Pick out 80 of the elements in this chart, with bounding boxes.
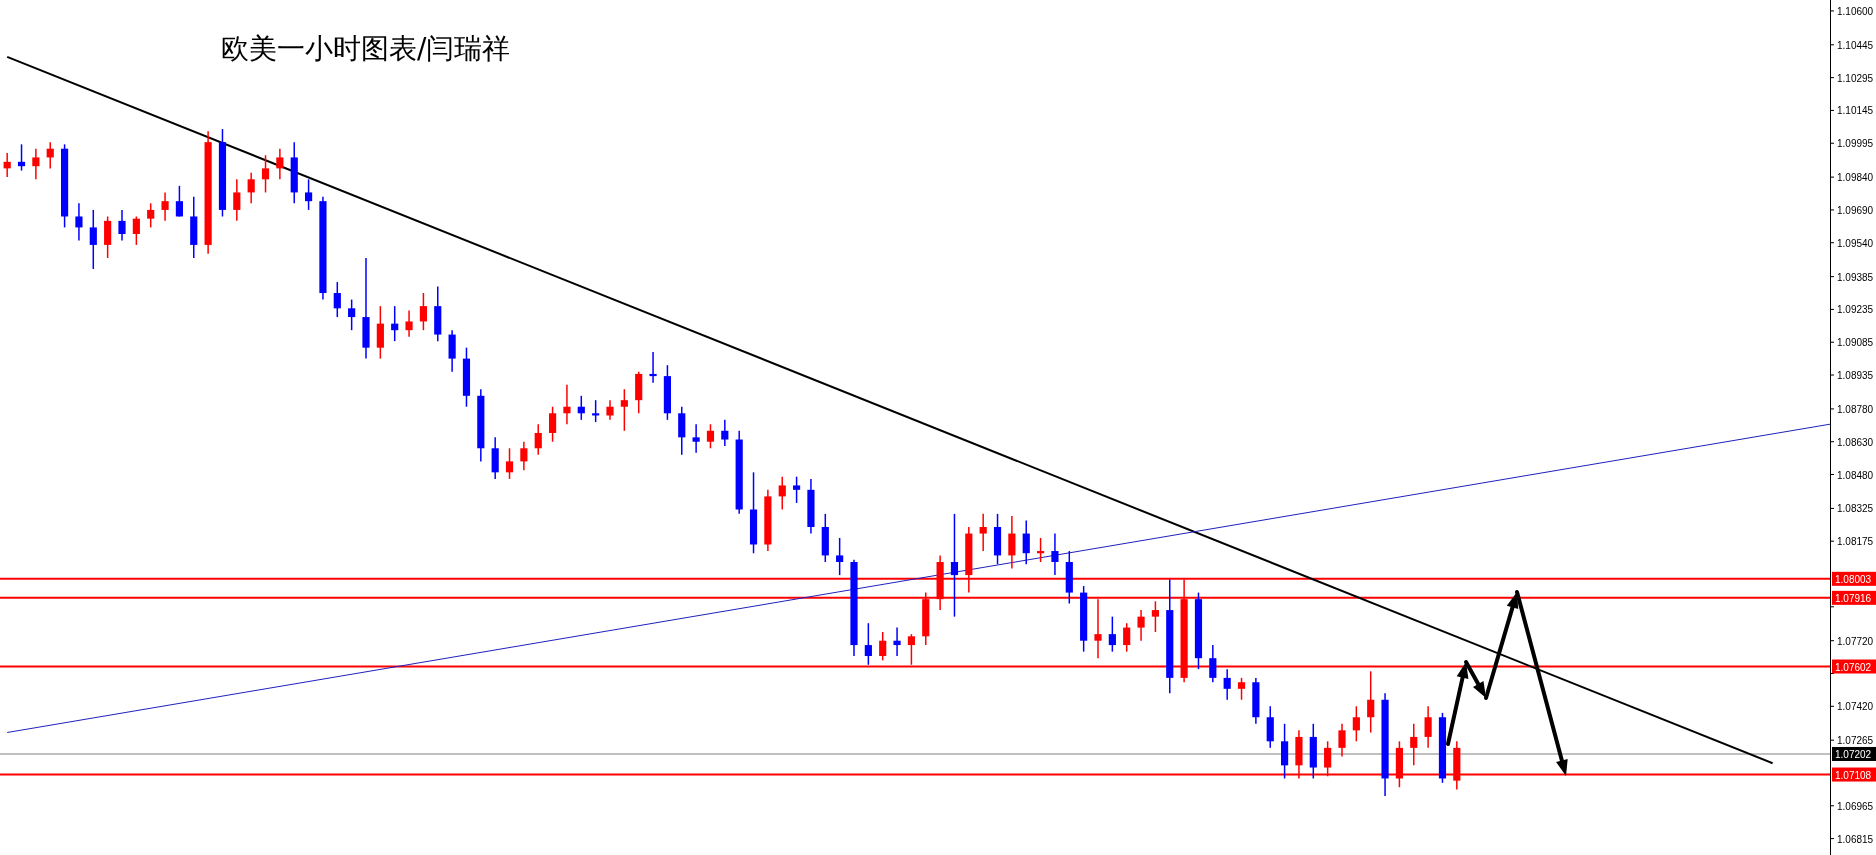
candlestick: [950, 513, 959, 618]
candlestick: [549, 405, 557, 443]
candlestick: [175, 185, 183, 218]
y-tick-label: 1.09995: [1837, 138, 1874, 150]
candlestick: [1209, 644, 1217, 683]
ref-line-label: 1.07202: [1835, 748, 1872, 760]
candlestick: [17, 143, 26, 172]
candlestick: [161, 191, 169, 222]
y-tick-label: 1.07720: [1837, 635, 1874, 647]
candlestick: [247, 172, 255, 205]
candlestick: [75, 202, 83, 242]
y-tick-label: 1.08175: [1837, 536, 1874, 548]
y-tick-label: 1.07265: [1837, 735, 1874, 747]
candlestick: [505, 447, 514, 480]
candlestick: [1352, 705, 1360, 743]
y-tick-label: 1.08780: [1837, 403, 1874, 415]
candlestick: [836, 537, 844, 576]
y-tick-label: 1.08935: [1837, 370, 1874, 382]
candlestick: [534, 423, 542, 456]
candlestick: [132, 215, 140, 246]
ref-line-label: 1.07602: [1835, 661, 1872, 673]
y-tick-label: 1.09690: [1837, 204, 1874, 216]
candlestick: [778, 475, 786, 511]
y-tick-label: 1.10445: [1837, 39, 1874, 51]
candlestick: [261, 154, 270, 194]
y-tick-label: 1.10145: [1837, 105, 1874, 117]
candlestick: [864, 622, 872, 666]
candlestick: [649, 351, 657, 384]
candlestick: [793, 475, 801, 504]
candlestick: [118, 209, 126, 242]
candlestick: [32, 147, 40, 181]
y-tick-label: 1.06965: [1837, 800, 1874, 812]
y-tick-label: 1.07420: [1837, 701, 1874, 713]
candlestick: [233, 178, 241, 222]
y-tick-label: 1.10295: [1837, 72, 1874, 84]
y-tick-label: 1.09540: [1837, 237, 1874, 249]
candlestick: [1137, 609, 1145, 642]
candlestick: [276, 147, 284, 181]
y-tick-label: 1.08480: [1837, 469, 1874, 481]
candlestick: [520, 440, 528, 471]
candlestick: [692, 423, 700, 454]
candlestick: [89, 209, 97, 270]
candlestick: [893, 626, 901, 657]
y-tick-label: 1.10600: [1837, 5, 1874, 17]
candlestick: [1237, 677, 1246, 701]
candlestick: [348, 298, 356, 331]
ref-line-label: 1.07108: [1835, 769, 1872, 781]
candlestick: [1410, 723, 1418, 767]
candlestick: [879, 631, 887, 662]
y-tick-label: 1.09235: [1837, 304, 1874, 316]
y-tick-label: 1.08630: [1837, 436, 1874, 448]
candlestick: [1108, 615, 1116, 653]
candlestick: [333, 281, 341, 318]
ref-line-label: 1.07916: [1835, 592, 1872, 604]
candlestick: [1367, 670, 1375, 734]
candlestick: [606, 399, 614, 421]
candlestick: [1223, 668, 1231, 701]
candlestick: [721, 419, 729, 447]
text: 欧美一小时图表/闫瑞祥: [221, 32, 511, 65]
candlestick: [305, 178, 313, 211]
candlestick: [419, 292, 427, 331]
candlestick: [1424, 705, 1432, 749]
candlestick: [563, 384, 571, 425]
candlestick: [405, 309, 413, 338]
y-tick-label: 1.09385: [1837, 271, 1874, 283]
candlestick: [1008, 515, 1016, 570]
y-tick-label: 1.09085: [1837, 337, 1874, 349]
ref-line-label: 1.08003: [1835, 573, 1872, 585]
y-tick-label: 1.08325: [1837, 503, 1874, 515]
candlestick: [620, 388, 628, 432]
candlestick: [1338, 723, 1346, 758]
candlestick: [1051, 532, 1059, 576]
candlestick: [1151, 600, 1159, 633]
candlestick: [1123, 622, 1131, 653]
candlestick: [1022, 519, 1030, 565]
candlestick: [147, 202, 155, 229]
y-tick-label: 1.06815: [1837, 833, 1874, 845]
candlestick: [706, 423, 715, 450]
y-tick-label: 1.09840: [1837, 172, 1874, 184]
candlestick: [979, 513, 987, 552]
